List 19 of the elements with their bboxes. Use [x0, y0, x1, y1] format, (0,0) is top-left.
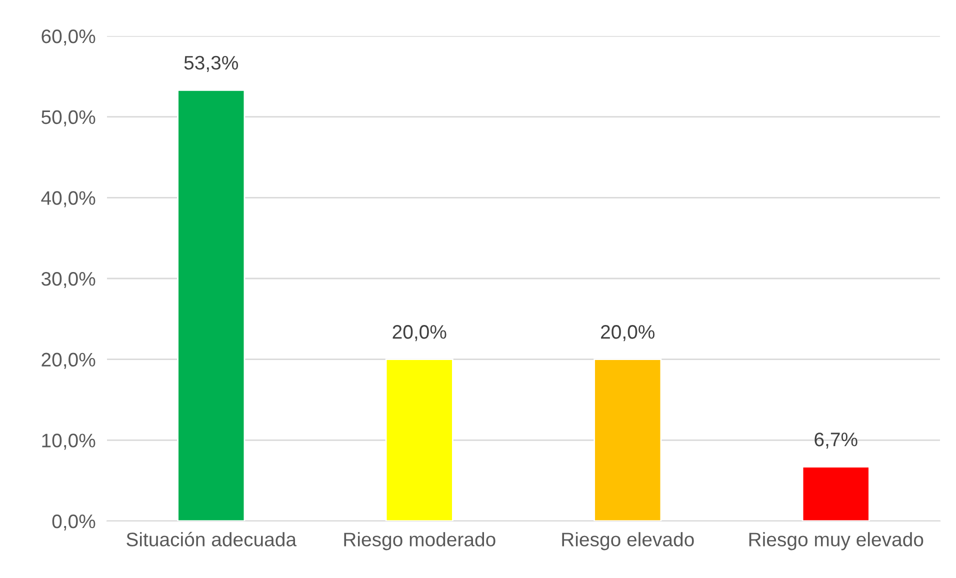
- data-label: 20,0%: [601, 325, 654, 342]
- y-tick-label: 40,0%: [41, 191, 96, 208]
- x-tick-label: Situación adecuada: [126, 532, 297, 546]
- x-tick-label: Riesgo muy elevado: [749, 532, 924, 550]
- bar: [594, 358, 662, 521]
- y-tick-label: 0,0%: [52, 514, 96, 531]
- y-tick-label: 50,0%: [42, 110, 96, 126]
- bar: [177, 89, 246, 521]
- x-tick-label: Riesgo moderado: [344, 532, 496, 550]
- data-label: 53,3%: [184, 56, 238, 72]
- data-label: 6,7%: [814, 432, 858, 449]
- data-label: 20,0%: [392, 325, 446, 342]
- bar: [385, 358, 454, 521]
- y-tick-label: 30,0%: [42, 272, 96, 288]
- x-tick-label: Riesgo elevado: [562, 532, 694, 550]
- bar: [802, 466, 870, 521]
- y-tick-label: 10,0%: [42, 434, 96, 450]
- y-tick-label: 60,0%: [42, 29, 96, 46]
- y-tick-label: 20,0%: [42, 352, 96, 369]
